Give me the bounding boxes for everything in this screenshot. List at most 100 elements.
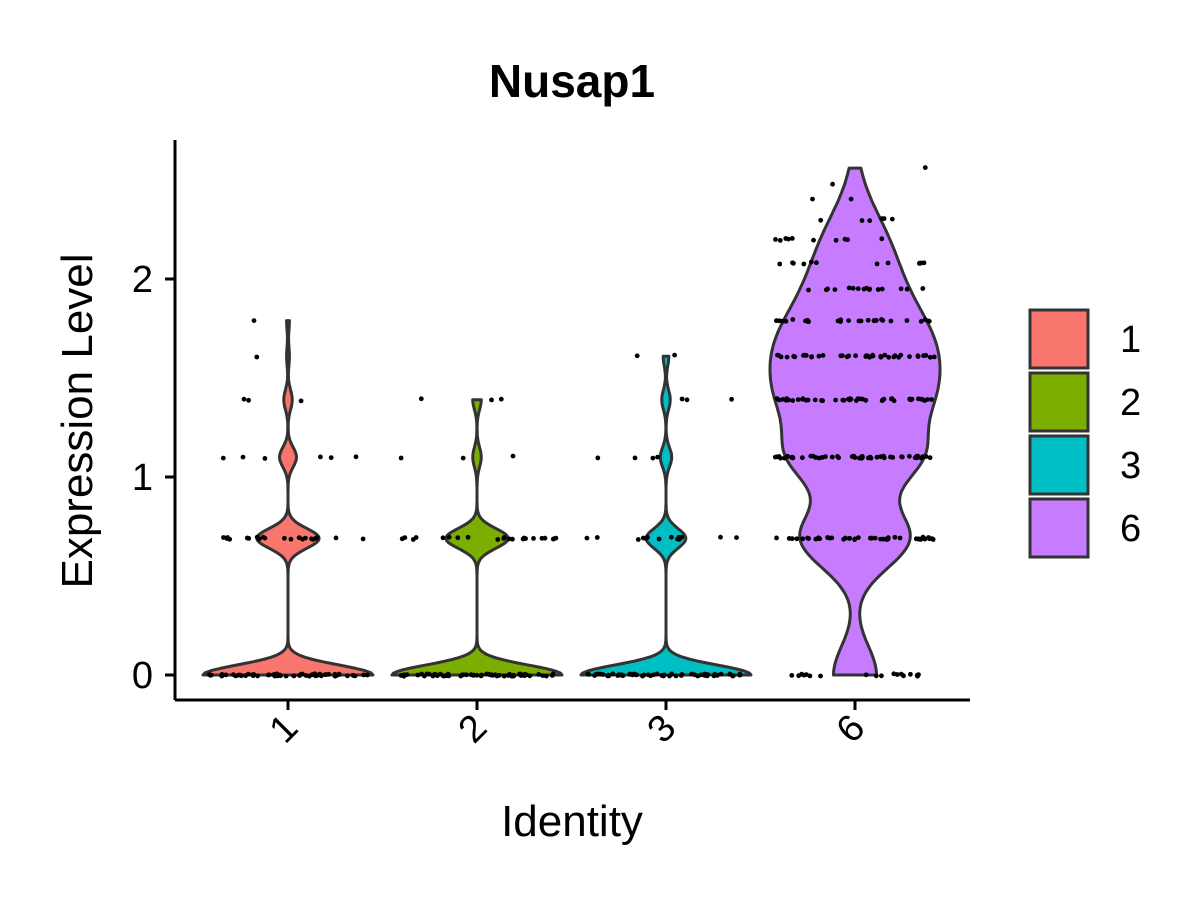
violin-group-2 <box>390 396 564 679</box>
data-point <box>867 218 873 224</box>
data-point <box>679 396 685 402</box>
data-point <box>501 536 507 541</box>
data-point <box>584 535 590 541</box>
data-point <box>328 455 334 461</box>
data-point <box>333 535 339 541</box>
data-point <box>894 672 900 677</box>
data-point <box>236 672 241 678</box>
violin-1 <box>201 319 375 677</box>
data-point <box>673 673 679 679</box>
data-point <box>415 672 421 678</box>
data-point <box>531 536 536 541</box>
legend-label-1: 1 <box>1120 319 1141 361</box>
data-point <box>672 352 677 358</box>
data-point <box>496 672 502 678</box>
data-point <box>927 354 933 360</box>
data-point <box>801 352 807 358</box>
data-point <box>881 216 887 222</box>
data-point <box>278 673 283 679</box>
data-point <box>891 354 897 360</box>
data-point <box>842 236 848 242</box>
data-point <box>801 261 807 267</box>
data-point <box>789 236 795 241</box>
data-point <box>632 455 638 461</box>
data-point <box>345 673 350 679</box>
data-point <box>825 286 830 292</box>
data-point <box>774 535 779 541</box>
data-point <box>867 287 872 292</box>
data-point <box>606 673 612 679</box>
data-point <box>536 672 542 677</box>
legend: 1 2 3 6 <box>1028 308 1141 559</box>
violin-3 <box>579 354 753 677</box>
data-point <box>207 672 212 677</box>
data-point <box>266 672 272 678</box>
data-point <box>729 396 734 402</box>
data-point <box>920 286 926 291</box>
data-point <box>401 673 407 679</box>
data-point <box>878 536 883 542</box>
data-point <box>794 536 800 542</box>
data-point <box>282 535 287 541</box>
data-point <box>850 285 856 291</box>
data-point <box>459 672 465 678</box>
data-point <box>219 672 225 677</box>
data-point <box>919 397 925 402</box>
data-point <box>865 317 871 323</box>
data-point <box>931 354 937 360</box>
violin-group-1 <box>201 318 375 679</box>
data-point <box>501 673 507 679</box>
data-point <box>809 354 814 360</box>
data-point <box>904 286 910 292</box>
data-point <box>799 671 804 677</box>
data-point <box>836 455 841 461</box>
data-point <box>879 398 885 404</box>
violin-group-6 <box>768 165 942 679</box>
data-point <box>806 287 811 293</box>
legend-label-6: 6 <box>1120 508 1141 550</box>
data-point <box>800 396 806 402</box>
data-point <box>856 318 862 324</box>
data-point <box>446 534 452 540</box>
data-point <box>243 673 249 679</box>
data-point <box>313 535 319 541</box>
violin-6 <box>768 166 942 677</box>
violin-group-3 <box>579 352 753 679</box>
data-point <box>225 535 230 540</box>
data-point <box>881 453 886 459</box>
data-point <box>916 672 921 677</box>
data-point <box>789 673 795 678</box>
data-point <box>489 397 494 403</box>
data-point <box>634 353 640 359</box>
data-point <box>507 671 512 677</box>
data-point <box>860 396 866 402</box>
data-point <box>727 671 733 677</box>
data-point <box>498 396 504 402</box>
data-point <box>818 217 824 223</box>
data-point <box>888 318 894 324</box>
data-point <box>350 672 356 678</box>
data-point <box>303 535 308 541</box>
data-point <box>221 535 226 540</box>
data-point <box>898 286 904 292</box>
data-point <box>782 455 787 461</box>
data-point <box>875 287 881 292</box>
data-point <box>318 454 323 460</box>
data-point <box>702 671 707 677</box>
points-6 <box>772 165 937 679</box>
data-point <box>922 536 928 542</box>
data-point <box>773 237 778 242</box>
data-point <box>669 671 675 677</box>
data-point <box>922 317 928 322</box>
legend-label-3: 3 <box>1120 445 1141 487</box>
y-axis-label: Expression Level <box>53 253 102 588</box>
data-point <box>782 318 788 324</box>
data-point <box>859 218 865 223</box>
data-point <box>846 536 852 541</box>
data-point <box>840 397 846 403</box>
points-1 <box>207 318 370 679</box>
data-point <box>806 536 811 541</box>
data-point <box>863 672 869 678</box>
data-point <box>789 454 794 460</box>
